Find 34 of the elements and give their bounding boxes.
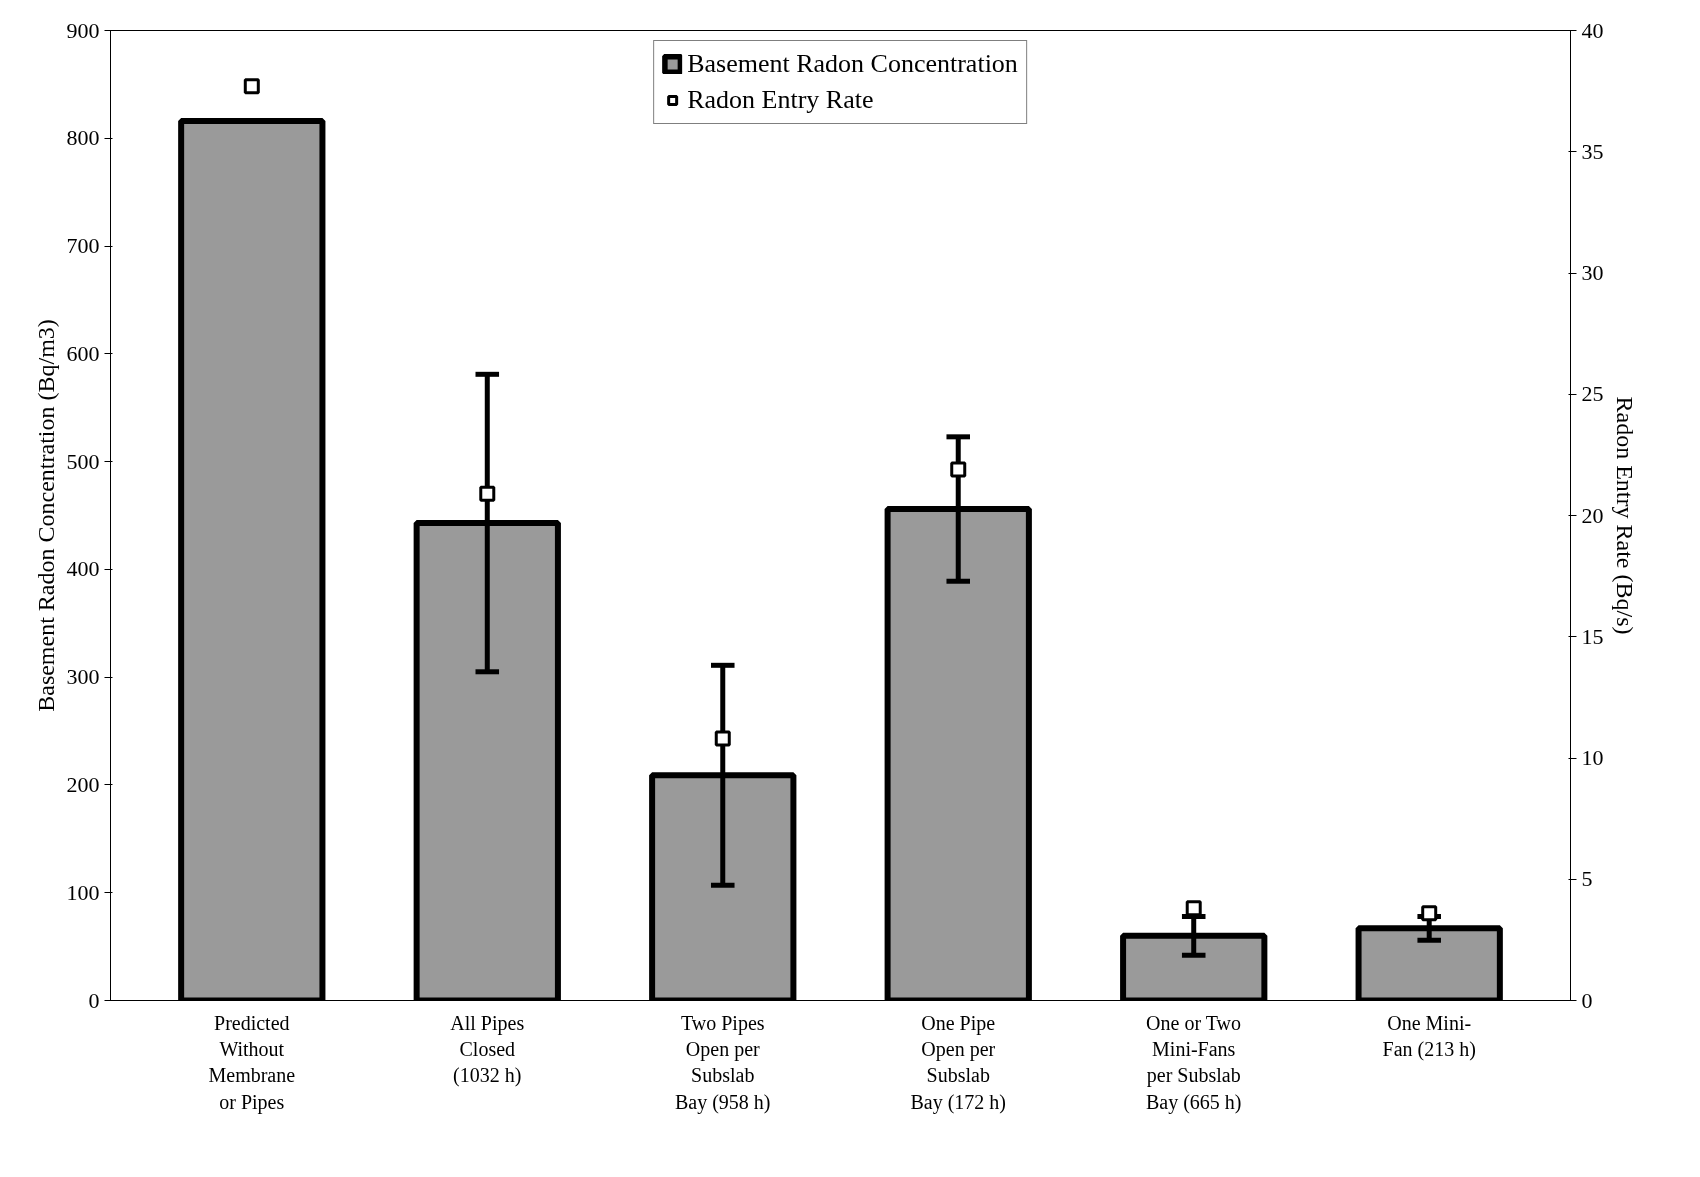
y-tick-label: 200: [66, 771, 100, 797]
point: [1421, 905, 1438, 922]
y2-tick-label: 40: [1581, 17, 1604, 43]
y2-tick-label: 15: [1581, 623, 1604, 649]
y-tick-label: 700: [66, 233, 100, 259]
y-tick-label: 500: [66, 448, 100, 474]
y2-axis-title: Radon Entry Rate (Bq/s): [1611, 396, 1638, 635]
x-tick-label: Predicted Without Membrane or Pipes: [208, 1011, 296, 1114]
y-tick-label: 400: [66, 556, 100, 582]
y-tick-label: 300: [66, 664, 100, 690]
x-tick-label: One Mini- Fan (213 h): [1382, 1011, 1476, 1061]
x-tick-label: One or Two Mini-Fans per Subslab Bay (665 h): [1145, 1011, 1242, 1114]
y2-tick-label: 30: [1581, 260, 1604, 285]
y-axis-title: Basement Radon Concentration (Bq/m3): [32, 319, 59, 712]
y-tick-label: 800: [66, 125, 100, 151]
x-tick-label: Two Pipes Open per Subslab Bay (958 h): [674, 1011, 771, 1114]
x-tick-label: All Pipes Closed (1032 h): [450, 1011, 525, 1088]
legend-label: Basement Radon Concentration: [687, 49, 1018, 79]
y2-tick-label: 25: [1581, 381, 1604, 407]
point: [714, 730, 731, 747]
y-tick-label: 0: [88, 987, 100, 1013]
y2-tick-label: 0: [1581, 987, 1593, 1013]
y2-tick-label: 35: [1581, 138, 1604, 164]
legend-label: Radon Entry Rate: [687, 85, 874, 115]
y-tick-label: 600: [66, 340, 100, 366]
point: [243, 78, 260, 95]
y2-tick-label: 5: [1581, 866, 1593, 892]
point: [479, 485, 496, 502]
y2-tick-label: 10: [1581, 745, 1604, 770]
point: [950, 461, 967, 478]
y2-tick-label: 20: [1581, 502, 1604, 528]
y-tick-label: 900: [66, 17, 100, 43]
x-tick-label: One Pipe Open per Subslab Bay (172 h): [910, 1011, 1007, 1114]
y-tick-label: 100: [66, 879, 100, 905]
